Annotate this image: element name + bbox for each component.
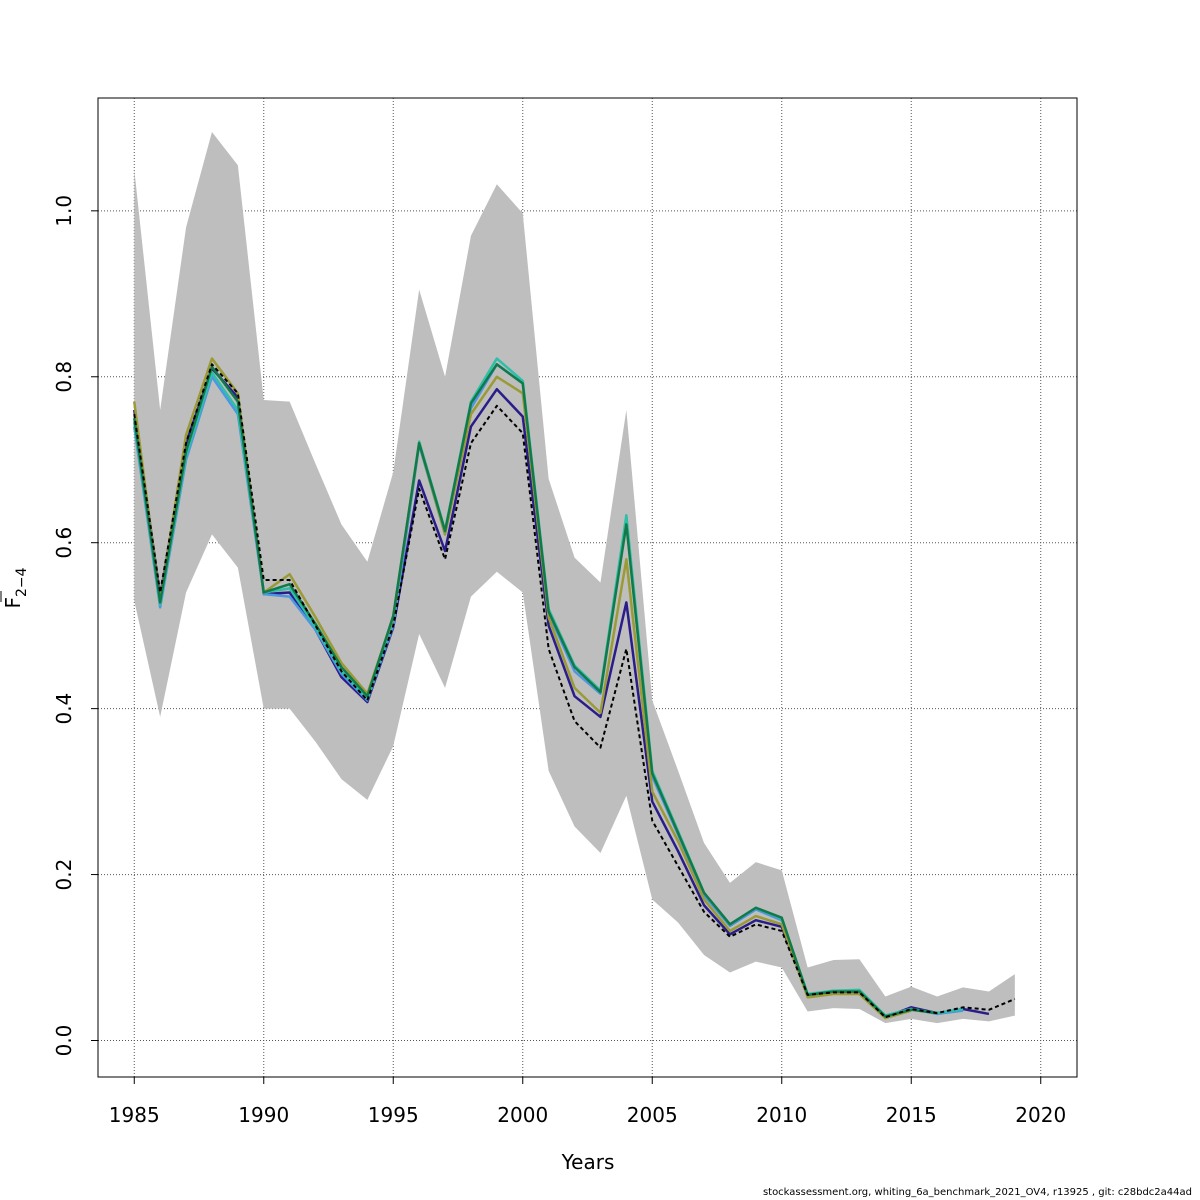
y-tick-label: 0.0 (52, 1025, 76, 1057)
y-tick-label: 0.2 (52, 859, 76, 891)
x-tick-label: 2015 (886, 1103, 937, 1127)
x-axis-label: Years (561, 1150, 615, 1174)
y-tick-label: 0.8 (52, 361, 76, 393)
y-axis-label: F2−4 (0, 567, 30, 609)
x-tick-label: 2000 (497, 1103, 548, 1127)
x-tick-label: 1985 (109, 1103, 160, 1127)
x-tick-label: 2005 (627, 1103, 678, 1127)
series-layer (133, 357, 1016, 1020)
footer-credit: stockassessment.org, whiting_6a_benchmar… (762, 1187, 1192, 1198)
y-tick-label: 1.0 (52, 195, 76, 227)
y-axis-label-sub: 2−4 (14, 567, 30, 597)
x-tick-label: 2020 (1015, 1103, 1066, 1127)
svg-text:F2−4: F2−4 (1, 567, 30, 608)
y-tick-label-group: 0.8 (52, 361, 76, 393)
y-tick-label: 0.4 (52, 693, 76, 725)
x-tick-label: 1990 (238, 1103, 289, 1127)
confidence-band (134, 132, 1015, 1024)
x-tick-label: 2010 (756, 1103, 807, 1127)
y-tick-label: 0.6 (52, 527, 76, 559)
x-axis: 1985 1990 1995 2000 2005 2010 2015 2020 (109, 1076, 1066, 1127)
y-tick-label-group: 0.6 (52, 527, 76, 559)
y-tick-label-group: 0.4 (52, 693, 76, 725)
confidence-band-layer (134, 132, 1015, 1024)
y-tick-label-group: 0.2 (52, 859, 76, 891)
y-axis: 0.0 0.2 0.4 0.6 0.8 1.0 (52, 195, 99, 1057)
x-tick-label: 1995 (368, 1103, 419, 1127)
y-tick-label-group: 0.0 (52, 1025, 76, 1057)
y-axis-label-main: F (1, 597, 25, 609)
y-tick-label-group: 1.0 (52, 195, 76, 227)
series-line-dashed (133, 363, 1016, 1019)
